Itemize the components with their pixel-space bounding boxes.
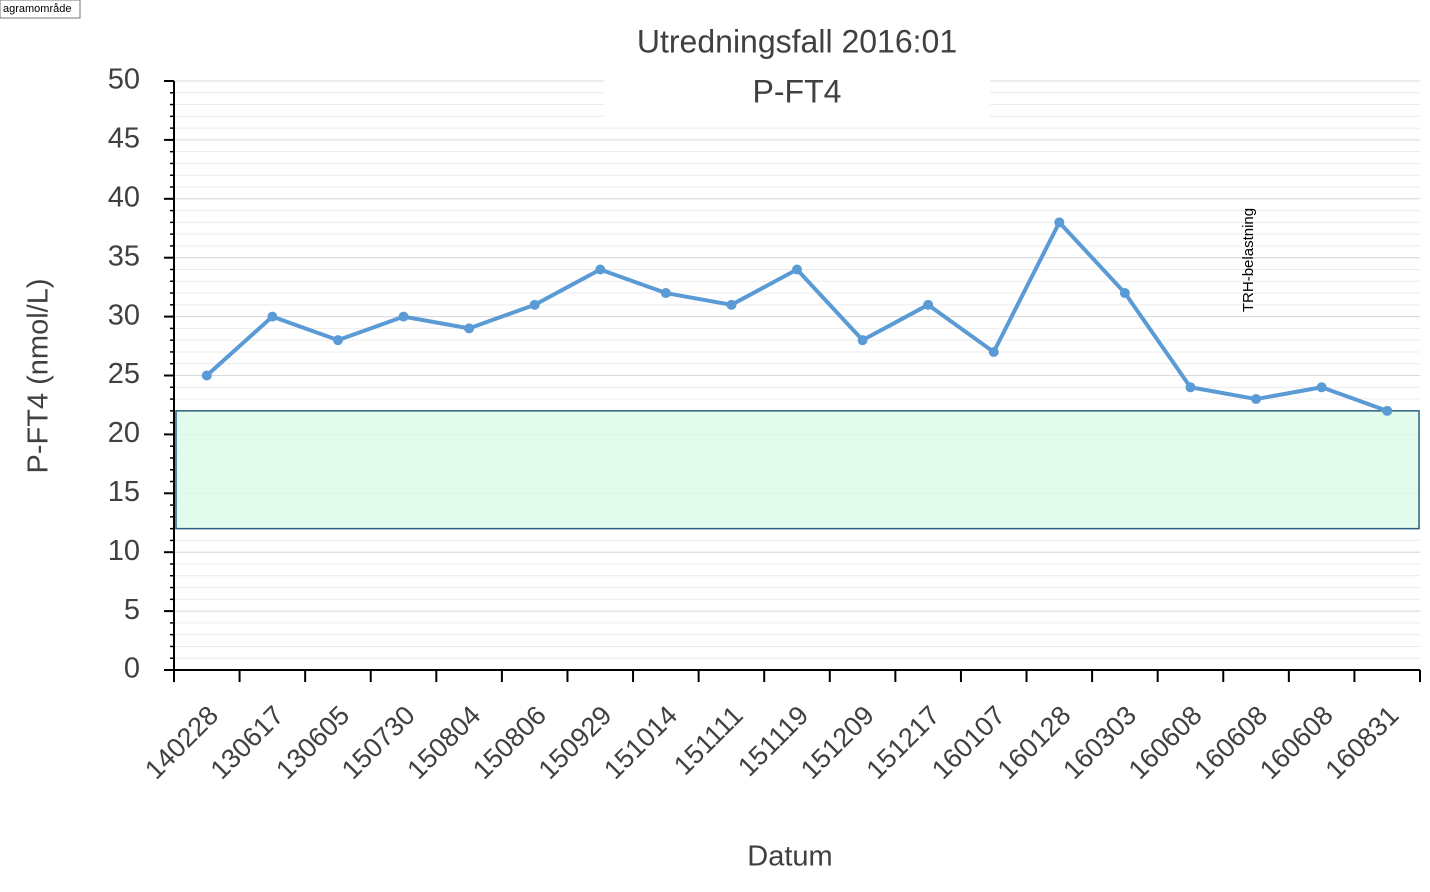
data-point [529, 299, 540, 310]
data-point [1054, 217, 1065, 228]
data-point [1119, 288, 1130, 299]
chart-subtitle: P-FT4 [753, 73, 842, 109]
reference-range [175, 410, 1420, 530]
data-point [464, 323, 475, 334]
data-point [1316, 382, 1327, 393]
annotation: TRH-belastning [1240, 208, 1257, 312]
x-axis-label: Datum [747, 841, 832, 873]
data-point [1185, 382, 1196, 393]
y-axis-label: P-FT4 (nmol/L) [23, 279, 55, 474]
y-tick-label: 50 [108, 64, 140, 96]
y-tick-label: 20 [108, 417, 140, 449]
data-point [857, 335, 868, 346]
data-point [332, 335, 343, 346]
y-tick-label: 10 [108, 535, 140, 567]
data-point [923, 299, 934, 310]
y-tick-label: 25 [108, 358, 140, 390]
chart-title: Utredningsfall 2016:01 [637, 23, 957, 59]
y-tick-label: 40 [108, 181, 140, 213]
tooltip: agramområde [3, 3, 71, 15]
data-point [267, 311, 278, 322]
y-tick-label: 30 [108, 299, 140, 331]
data-point [988, 346, 999, 357]
tooltip-box [0, 0, 81, 19]
data-point [1251, 394, 1262, 405]
y-tick-label: 15 [108, 476, 140, 508]
data-point [1382, 405, 1393, 416]
y-tick-label: 0 [124, 653, 140, 685]
data-point [201, 370, 212, 381]
data-point [660, 288, 671, 299]
data-point [726, 299, 737, 310]
data-point [792, 264, 802, 275]
y-tick-label: 5 [124, 594, 140, 626]
y-tick-label: 35 [108, 240, 140, 272]
y-tick-label: 45 [108, 123, 140, 155]
title-box [604, 28, 990, 120]
data-point [595, 264, 606, 275]
data-point [398, 311, 409, 322]
